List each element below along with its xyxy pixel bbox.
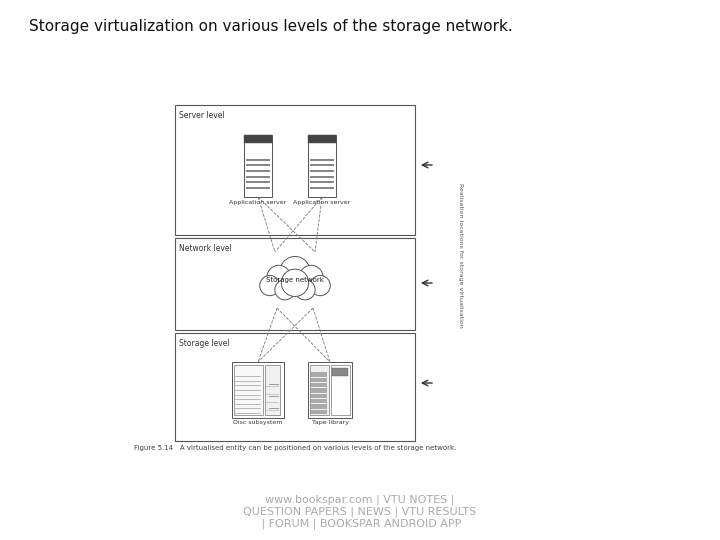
Bar xyxy=(332,368,348,376)
Bar xyxy=(234,365,263,415)
Bar xyxy=(244,135,272,143)
Bar xyxy=(311,394,327,398)
Bar xyxy=(246,159,270,161)
Bar xyxy=(331,365,350,415)
Bar xyxy=(311,372,327,377)
Text: Realisation locations for storage virtualisation: Realisation locations for storage virtua… xyxy=(457,183,462,327)
Bar xyxy=(308,362,352,418)
Bar xyxy=(265,365,280,415)
Text: Application server: Application server xyxy=(293,200,351,205)
Bar xyxy=(310,187,334,189)
Circle shape xyxy=(260,275,280,296)
Circle shape xyxy=(275,280,295,300)
Text: www.bookspar.com | VTU NOTES |
QUESTION PAPERS | NEWS | VTU RESULTS
 | FORUM | B: www.bookspar.com | VTU NOTES | QUESTION … xyxy=(243,495,477,529)
Bar xyxy=(308,135,336,197)
Bar xyxy=(246,176,270,178)
Text: Server level: Server level xyxy=(179,111,225,120)
Bar xyxy=(246,170,270,172)
Circle shape xyxy=(295,280,315,300)
Circle shape xyxy=(282,269,309,296)
Bar xyxy=(308,135,336,143)
Bar xyxy=(311,410,327,414)
Bar xyxy=(311,383,327,387)
Circle shape xyxy=(267,265,291,289)
Circle shape xyxy=(280,256,310,287)
Text: Application server: Application server xyxy=(230,200,287,205)
Bar xyxy=(246,164,270,166)
Bar xyxy=(311,404,327,409)
Bar xyxy=(310,365,329,415)
Text: Disc subsystem: Disc subsystem xyxy=(233,420,283,425)
Bar xyxy=(311,388,327,393)
Text: Storage virtualization on various levels of the storage network.: Storage virtualization on various levels… xyxy=(29,19,513,34)
Text: Tape library: Tape library xyxy=(312,420,348,425)
Circle shape xyxy=(300,265,323,289)
Bar xyxy=(310,176,334,178)
Bar xyxy=(175,333,415,441)
Circle shape xyxy=(310,275,330,296)
Bar xyxy=(246,181,270,184)
Bar xyxy=(310,181,334,184)
Bar xyxy=(310,164,334,166)
Text: Storage network: Storage network xyxy=(266,277,324,283)
Bar xyxy=(311,377,327,382)
Bar xyxy=(246,187,270,189)
Bar xyxy=(310,170,334,172)
Bar xyxy=(175,105,415,235)
Bar xyxy=(244,135,272,197)
Text: Storage level: Storage level xyxy=(179,339,230,348)
Text: Figure 5.14   A virtualised entity can be positioned on various levels of the st: Figure 5.14 A virtualised entity can be … xyxy=(134,445,456,451)
Bar xyxy=(311,399,327,403)
Bar xyxy=(175,238,415,330)
Text: Network level: Network level xyxy=(179,244,232,253)
Bar xyxy=(232,362,284,418)
Bar xyxy=(310,159,334,161)
